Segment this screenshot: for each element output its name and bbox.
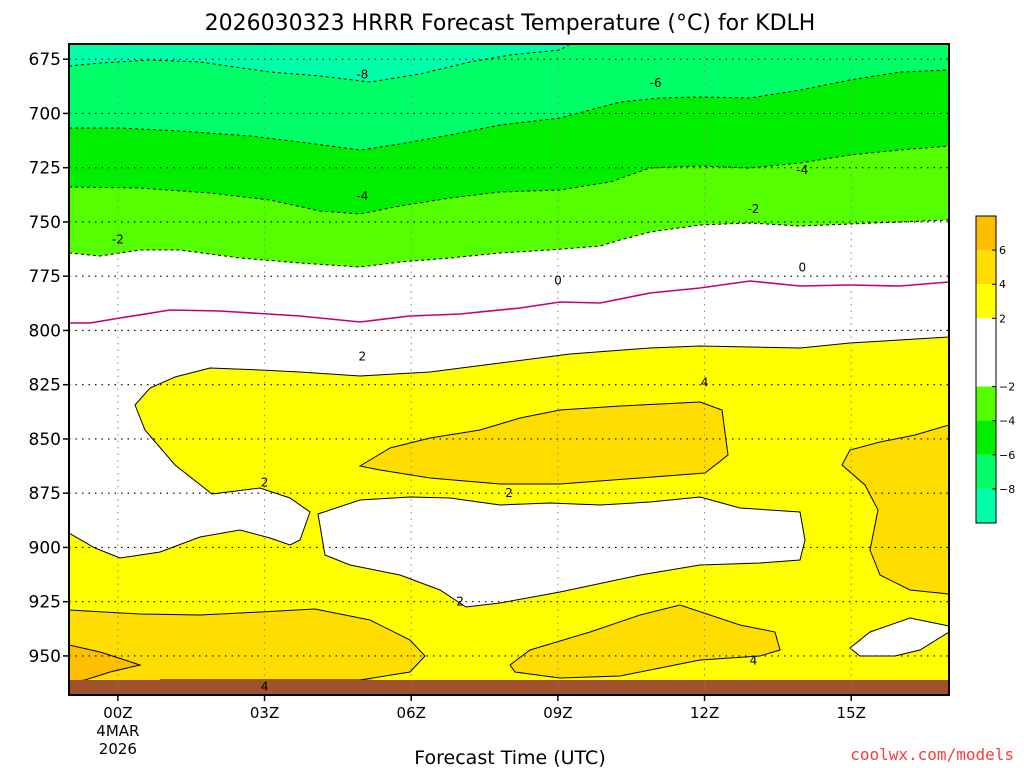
colorbar-band-5 xyxy=(976,420,996,455)
contour-label-3: -4 xyxy=(796,163,808,177)
y-tick-label-700: 700 xyxy=(29,104,61,124)
contour-label-4: -2 xyxy=(112,232,124,246)
y-tick-label-950: 950 xyxy=(29,647,61,667)
colorbar-label: 4 xyxy=(999,278,1006,291)
contour-label-2: -4 xyxy=(356,189,368,203)
x-tick-year-label: 2026 xyxy=(99,740,137,758)
x-tick-label-12Z: 12Z xyxy=(690,704,719,722)
colorbar-label: −8 xyxy=(999,483,1015,496)
x-axis-title: Forecast Time (UTC) xyxy=(414,747,605,768)
contour-4-lowmid xyxy=(509,604,781,679)
y-tick-label-725: 725 xyxy=(29,159,61,179)
colorbar-band-1 xyxy=(976,250,996,285)
contour-label-8: 2 xyxy=(359,349,367,363)
contour-label-0: -8 xyxy=(356,67,368,81)
y-tick-label-775: 775 xyxy=(29,267,61,287)
y-tick-label-850: 850 xyxy=(29,430,61,450)
contour-label-11: 2 xyxy=(456,595,464,609)
fill-band-4-6-right xyxy=(842,425,949,594)
y-tick-label-900: 900 xyxy=(29,538,61,558)
contour-neg8 xyxy=(69,44,571,83)
contour-4-lowleft xyxy=(69,608,426,681)
contour-4-right xyxy=(841,424,949,595)
fill-band-neg2-2-pocket xyxy=(318,497,805,607)
contour-neg6 xyxy=(69,69,949,151)
contour-2-main xyxy=(69,336,949,559)
y-tick-label-675: 675 xyxy=(29,50,61,70)
x-tick-label-03Z: 03Z xyxy=(250,704,279,722)
grid xyxy=(69,44,949,695)
x-tick-date-label: 4MAR xyxy=(96,722,139,740)
contour-label-10: 2 xyxy=(505,486,513,500)
freezing-line xyxy=(69,280,949,324)
fill-band-neg2-2-corner xyxy=(850,618,949,656)
contour-label-1: -6 xyxy=(650,76,662,90)
y-tick-label-875: 875 xyxy=(29,484,61,504)
colorbar-band-2 xyxy=(976,284,996,319)
y-tick-label-800: 800 xyxy=(29,321,61,341)
x-tick-label-06Z: 06Z xyxy=(397,704,426,722)
contour-label-7: 0 xyxy=(799,261,807,275)
colorbar-band-6 xyxy=(976,454,996,489)
colorbar-band-0 xyxy=(976,216,996,251)
x-tick-label-00Z: 00Z xyxy=(103,704,132,722)
contour-labels: -8 -6 -4 -4 -2 -2 0 0 2 2 2 2 4 4 4 xyxy=(112,67,808,693)
fill-band-below-neg8 xyxy=(69,44,570,82)
contour-neg2 xyxy=(69,219,949,268)
credit-text: coolwx.com/models xyxy=(850,745,1014,764)
contour-label-13: 4 xyxy=(750,653,758,667)
plot-fills xyxy=(69,44,949,695)
y-axis: 675 700 725 750 775 800 825 850 875 900 925 950 xyxy=(29,50,69,667)
contour-neg4 xyxy=(69,145,949,215)
colorbar-band-7 xyxy=(976,488,996,523)
colorbar-label: 6 xyxy=(999,244,1006,257)
contour-label-6: 0 xyxy=(554,274,562,288)
colorbar-label: 2 xyxy=(999,312,1006,325)
contour-label-5: -2 xyxy=(747,202,759,216)
contour-label-12: 4 xyxy=(701,376,709,390)
contour-2-pocket xyxy=(317,496,806,608)
colorbar-band-4 xyxy=(976,386,996,421)
x-tick-label-15Z: 15Z xyxy=(837,704,866,722)
y-tick-label-825: 825 xyxy=(29,376,61,396)
fill-band-4-6-lowmid xyxy=(510,605,780,678)
y-tick-label-750: 750 xyxy=(29,213,61,233)
colorbar: 6 4 2 −2 −4 −6 −8 xyxy=(975,215,1015,524)
y-tick-label-925: 925 xyxy=(29,593,61,613)
ground-bar xyxy=(69,680,949,695)
x-tick-label-09Z: 09Z xyxy=(543,704,572,722)
colorbar-frame xyxy=(975,215,997,524)
contour-2-corner xyxy=(849,617,949,657)
contour-4-mid xyxy=(358,401,729,485)
contour-label-14: 4 xyxy=(261,679,269,693)
plot-frame xyxy=(68,43,950,696)
colorbar-band-3 xyxy=(976,318,996,387)
colorbar-label: −2 xyxy=(999,381,1015,394)
fill-band-4-6-mid xyxy=(360,402,728,484)
contour-label-9: 2 xyxy=(261,475,269,489)
fill-band-4-6-lowleft xyxy=(69,609,425,682)
colorbar-label: −4 xyxy=(999,415,1015,428)
chart-title: 2026030323 HRRR Forecast Temperature (°C… xyxy=(205,11,816,36)
colorbar-label: −6 xyxy=(999,449,1015,462)
fill-band-6-8 xyxy=(69,645,140,682)
